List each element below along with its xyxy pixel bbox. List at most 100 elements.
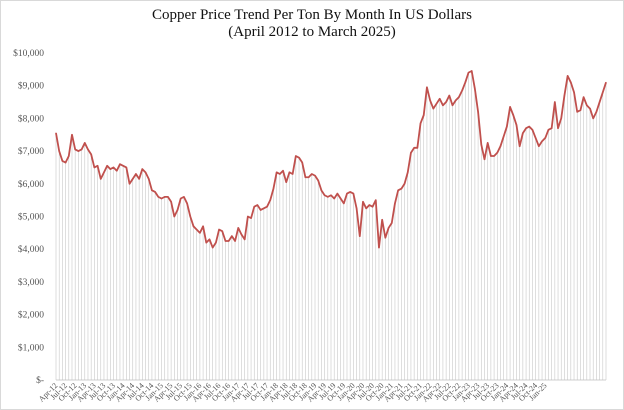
data-point: [64, 161, 67, 164]
data-point: [61, 160, 63, 162]
data-point: [461, 90, 463, 92]
data-point: [330, 194, 332, 196]
data-point: [87, 148, 89, 151]
data-point: [496, 152, 498, 154]
data-point: [199, 232, 201, 234]
data-point: [525, 127, 527, 129]
data-point: [355, 207, 358, 209]
data-point: [560, 117, 562, 119]
data-point: [55, 132, 57, 134]
data-point: [448, 94, 450, 97]
data-point: [531, 129, 534, 131]
data-point: [196, 228, 198, 231]
data-point: [349, 191, 351, 193]
data-point: [176, 209, 179, 211]
data-point: [362, 201, 364, 203]
data-point: [573, 91, 575, 93]
data-point: [224, 240, 227, 242]
data-point: [336, 193, 338, 195]
data-point: [183, 196, 185, 198]
data-point: [368, 204, 370, 206]
data-point: [477, 111, 479, 113]
data-point: [480, 143, 482, 146]
data-point: [605, 81, 607, 84]
data-point: [276, 171, 278, 173]
chart-subtitle: (April 2012 to March 2025): [228, 24, 396, 40]
data-point: [106, 165, 108, 167]
y-tick-label: $7,000: [18, 146, 44, 157]
data-point: [157, 196, 159, 198]
data-point: [592, 117, 594, 119]
data-point: [90, 153, 92, 155]
data-point: [547, 129, 550, 131]
data-point: [567, 75, 569, 77]
data-point: [503, 135, 505, 137]
data-point: [68, 155, 70, 157]
y-tick-label: $10,000: [13, 48, 44, 59]
data-point: [253, 206, 255, 208]
data-point: [519, 145, 521, 147]
data-point: [202, 225, 204, 227]
data-point: [499, 145, 502, 147]
data-point: [375, 199, 377, 201]
data-point: [483, 158, 486, 160]
y-tick-label: $9,000: [18, 81, 44, 92]
data-point: [435, 103, 438, 105]
data-point: [544, 137, 546, 139]
data-point: [541, 140, 543, 142]
data-point: [490, 155, 492, 157]
data-point: [445, 101, 447, 103]
data-point: [384, 237, 386, 239]
data-point: [148, 178, 150, 180]
data-point: [522, 132, 524, 134]
data-point: [413, 147, 415, 149]
data-point: [304, 176, 307, 178]
data-point: [410, 152, 412, 154]
data-point: [128, 183, 131, 185]
chart-title-line1: Copper Price Trend Per Ton By Month In U…: [152, 7, 472, 23]
data-point: [167, 196, 169, 198]
data-point: [407, 171, 409, 173]
data-point: [419, 122, 422, 124]
data-point: [563, 94, 566, 97]
data-point: [141, 168, 143, 170]
data-point: [234, 240, 236, 242]
data-point: [391, 222, 393, 224]
data-point: [279, 173, 281, 175]
data-point: [263, 207, 265, 209]
y-tick-label: $2,000: [18, 310, 44, 321]
data-point: [352, 193, 354, 195]
data-point: [378, 246, 380, 249]
data-point: [324, 194, 326, 196]
data-point: [365, 207, 367, 209]
data-point: [343, 202, 345, 205]
data-point: [557, 127, 559, 129]
data-point: [237, 227, 239, 229]
data-point: [451, 104, 454, 106]
data-point: [429, 99, 431, 102]
data-point: [221, 230, 223, 232]
data-point: [122, 165, 124, 167]
data-point: [119, 163, 121, 165]
data-point: [135, 173, 137, 175]
data-point: [138, 178, 140, 180]
data-point: [467, 72, 470, 74]
data-point: [71, 134, 73, 136]
data-point: [154, 191, 156, 193]
data-point: [231, 235, 233, 237]
data-point: [186, 202, 188, 205]
data-point: [215, 242, 217, 244]
data-point: [93, 166, 95, 169]
data-point: [109, 168, 111, 170]
data-point: [74, 148, 76, 151]
data-point: [311, 173, 313, 175]
data-point: [269, 199, 271, 201]
data-point: [208, 238, 211, 240]
data-point: [400, 188, 402, 190]
data-point: [58, 150, 60, 152]
data-point: [474, 88, 476, 90]
data-point: [100, 178, 102, 180]
data-point: [464, 81, 466, 84]
y-tick-label: $8,000: [18, 113, 44, 124]
data-point: [180, 197, 182, 200]
